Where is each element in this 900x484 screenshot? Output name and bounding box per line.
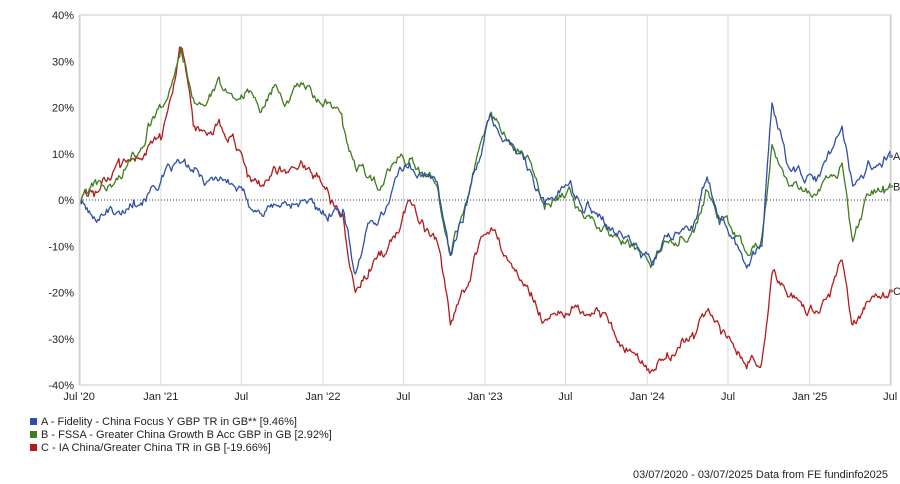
legend-label-c: C - IA China/Greater China TR in GB [-19… [41,441,271,454]
legend-swatch-c [30,444,37,451]
legend-item-a: A - Fidelity - China Focus Y GBP TR in G… [30,415,332,428]
x-tick-label: Jan '22 [305,391,340,403]
legend-label-b: B - FSSA - Greater China Growth B Acc GB… [41,428,332,441]
line-chart: 40% 30% 20% 10% 0% -10% -20% -30% -40% Jul '20 Ja… [48,10,900,403]
y-tick-label: 10% [52,149,74,161]
plot-frame [79,14,892,386]
x-tick-label: Jul [721,391,735,403]
x-tick-label: Jul [396,391,410,403]
y-tick-label: -20% [48,288,74,300]
x-tick-label: Jan '21 [143,391,178,403]
y-tick-label: 20% [52,103,74,115]
y-axis-ticks: 40% 30% 20% 10% 0% -10% -20% -30% -40% [48,10,74,392]
x-tick-label: Jul [234,391,248,403]
legend-label-a: A - Fidelity - China Focus Y GBP TR in G… [41,415,297,428]
x-tick-label: Jan '24 [630,391,665,403]
legend: A - Fidelity - China Focus Y GBP TR in G… [30,415,332,454]
x-tick-label: Jul [558,391,572,403]
end-label-a: A [893,151,900,163]
legend-swatch-a [30,418,37,425]
grid-lines [78,15,891,385]
y-tick-label: 40% [52,10,74,22]
series-lines [79,46,893,374]
x-tick-label: Jul [883,391,897,403]
y-tick-label: -10% [48,241,74,253]
end-labels: A B C [893,151,900,298]
series-line-a [79,102,892,275]
y-tick-label: -30% [48,334,74,346]
x-tick-label: Jan '23 [467,391,502,403]
y-tick-label: 0% [58,195,74,207]
footer-source: 03/07/2020 - 03/07/2025 Data from FE fun… [632,469,888,481]
x-tick-label: Jul '20 [63,391,94,403]
legend-item-b: B - FSSA - Greater China Growth B Acc GB… [30,428,332,441]
legend-swatch-b [30,431,37,438]
end-label-c: C [893,286,900,298]
legend-item-c: C - IA China/Greater China TR in GB [-19… [30,441,332,454]
y-tick-label: -40% [48,380,74,392]
y-tick-label: 30% [52,56,74,68]
end-label-b: B [893,181,900,193]
x-tick-label: Jan '25 [792,391,827,403]
series-line-c [79,46,892,374]
x-axis-ticks: Jul '20 Jan '21 Jul Jan '22 Jul Jan '23 Jul Jan… [63,391,897,403]
